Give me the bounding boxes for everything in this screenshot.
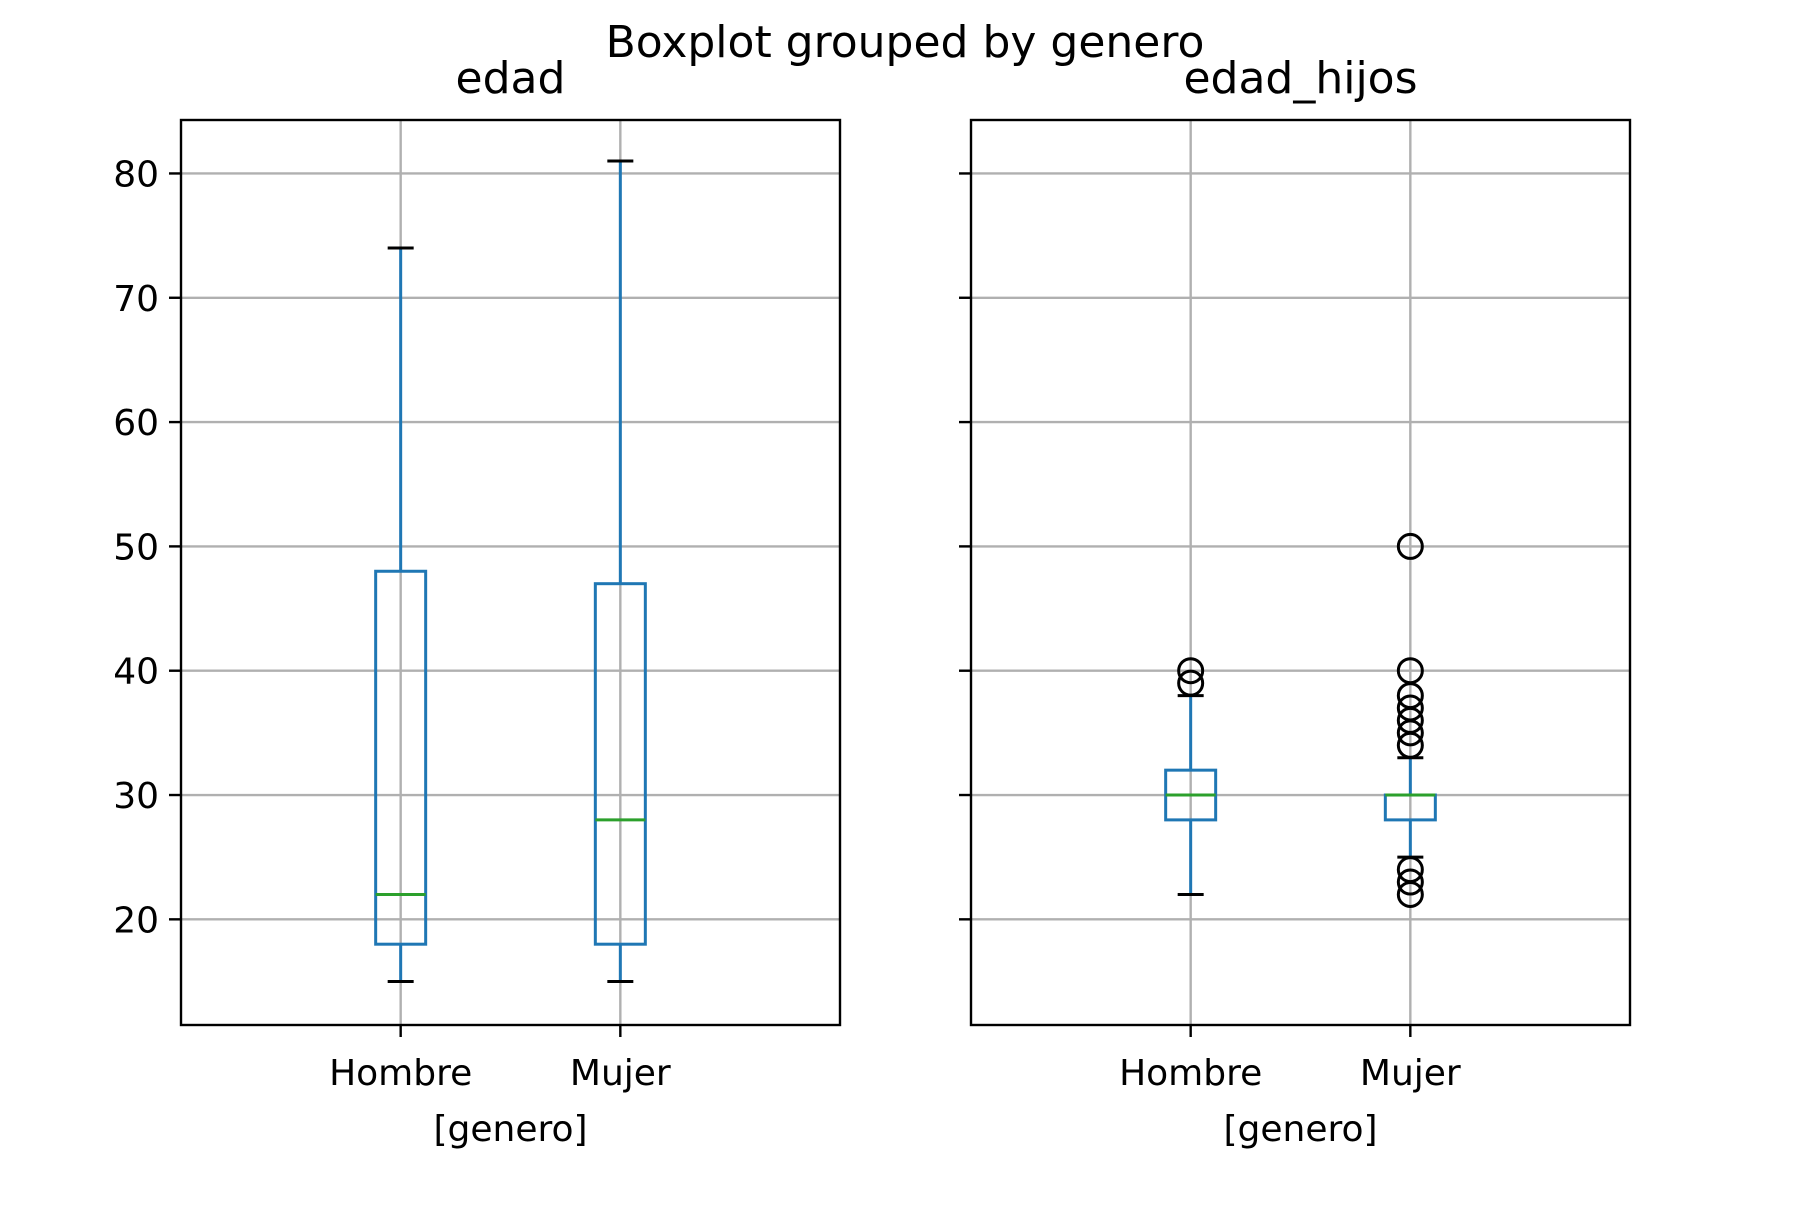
box-mujer	[1383, 532, 1437, 908]
subplot-title: edad_hijos	[1183, 53, 1417, 104]
panel-edad: 20 30 40 50 60 70 80 Hombre Mujer edad [genero]	[113, 53, 842, 1150]
y-tick-label: 30	[113, 776, 159, 817]
x-axis-label: [genero]	[433, 1109, 587, 1150]
axes-frame	[179, 118, 842, 1027]
y-tick-label: 40	[113, 652, 159, 693]
figure-suptitle: Boxplot grouped by genero	[606, 17, 1205, 68]
x-tick-label: Mujer	[570, 1053, 671, 1094]
outlier-point	[1396, 868, 1424, 896]
box-mujer	[593, 159, 647, 983]
x-axis-label: [genero]	[1223, 1109, 1377, 1150]
outlier-point	[1396, 694, 1424, 722]
y-tick-label: 50	[113, 527, 159, 568]
box-hombre	[374, 246, 428, 983]
outlier-point	[1177, 657, 1205, 685]
y-tick-label: 80	[113, 154, 159, 195]
x-tick-label: Mujer	[1360, 1053, 1461, 1094]
subplot-title: edad	[456, 53, 566, 104]
y-tick-label: 70	[113, 279, 159, 320]
y-tick-label: 60	[113, 403, 159, 444]
outlier-point	[1177, 669, 1205, 697]
x-tick-label: Hombre	[1119, 1053, 1262, 1094]
y-tick-label: 20	[113, 900, 159, 941]
outlier-point	[1396, 856, 1424, 884]
box-hombre	[1164, 657, 1218, 896]
outlier-point	[1396, 657, 1424, 685]
box-iqr	[374, 569, 428, 946]
panel-edad-hijos: Hombre Mujer edad_hijos [genero]	[959, 53, 1632, 1150]
outlier-point	[1396, 532, 1424, 560]
box-iqr	[593, 582, 647, 946]
axes-frame	[969, 118, 1632, 1027]
x-tick-label: Hombre	[329, 1053, 472, 1094]
